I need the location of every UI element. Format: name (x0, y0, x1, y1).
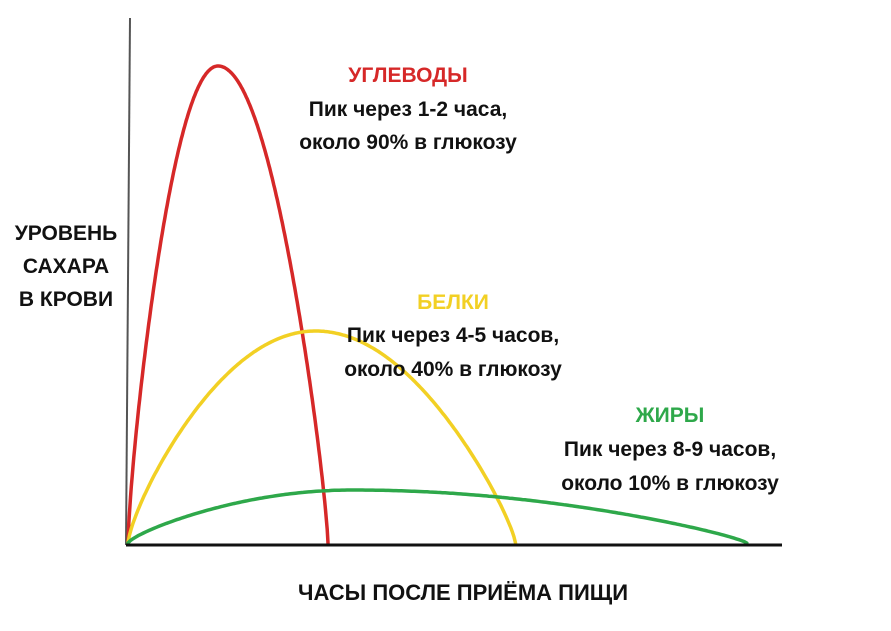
proteins-curve (126, 329, 518, 545)
proteins-annotation-line-2: около 40% в глюкозу (344, 358, 562, 381)
proteins-annotation-line-1: Пик через 4-5 часов, (347, 324, 559, 347)
y-axis-label-line-1: УРОВЕНЬ (15, 222, 118, 245)
carbs-annotation-title: УГЛЕВОДЫ (348, 64, 467, 87)
fats-annotation-title: ЖИРЫ (635, 404, 705, 427)
carbs-annotation-line-1: Пик через 1-2 часа, (309, 98, 508, 121)
x-axis-label: ЧАСЫ ПОСЛЕ ПРИЁМА ПИЩИ (298, 580, 628, 605)
fats-annotation-line-2: около 10% в глюкозу (561, 472, 779, 495)
fats-curve (126, 488, 749, 545)
carbs-curve (126, 64, 330, 545)
proteins-annotation-title: БЕЛКИ (417, 291, 489, 314)
y-axis (125, 17, 131, 546)
carbs-annotation-line-2: около 90% в глюкозу (299, 131, 517, 154)
y-axis-label-line-2: САХАРА (23, 255, 109, 278)
fats-annotation-line-1: Пик через 8-9 часов, (564, 438, 776, 461)
y-axis-label-line-3: В КРОВИ (19, 288, 113, 311)
